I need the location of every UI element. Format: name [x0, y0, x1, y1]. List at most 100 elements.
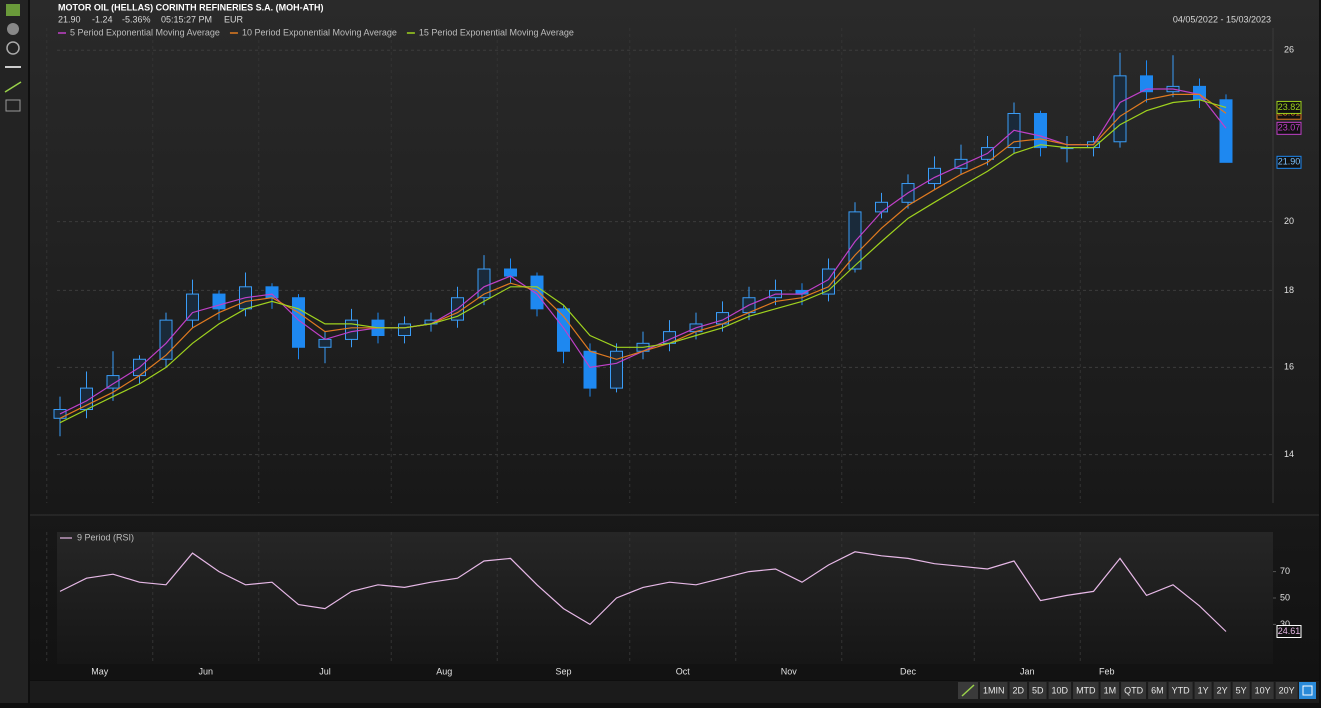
candle-body: [1219, 99, 1233, 163]
instrument-title: MOTOR OIL (HELLAS) CORINTH REFINERIES S.…: [58, 2, 324, 12]
last-value-box: [1276, 625, 1302, 639]
x-tick-label: Dec: [900, 666, 917, 676]
range-button-label[interactable]: 6M: [1151, 685, 1164, 695]
range-button[interactable]: [980, 682, 1008, 699]
candle-body: [583, 350, 597, 389]
last-value-box: [1276, 155, 1302, 169]
range-button-label[interactable]: 10Y: [1255, 685, 1271, 695]
range-button[interactable]: [1148, 682, 1167, 699]
x-tick-label: Nov: [781, 666, 798, 676]
range-button[interactable]: [1251, 682, 1274, 699]
candle-body: [53, 409, 67, 419]
range-button[interactable]: [1073, 682, 1099, 699]
left-toolbar: [0, 0, 28, 703]
line-series: [59, 551, 1227, 632]
range-button-label[interactable]: 2Y: [1217, 685, 1228, 695]
candle-body: [875, 201, 888, 213]
candle-body: [530, 275, 544, 310]
last-value-label: 23.82: [1278, 102, 1301, 112]
candle-body: [398, 323, 411, 336]
x-tick-label: Jun: [198, 666, 213, 676]
change: -1.24: [92, 14, 113, 24]
marks: [53, 52, 1233, 632]
y-tick-label: 30: [1280, 619, 1290, 629]
range-button[interactable]: [1168, 682, 1193, 699]
candle-body: [848, 211, 862, 270]
trend-tool-icon[interactable]: [4, 81, 22, 93]
candle-body: [318, 338, 332, 348]
y-tick-label: 20: [1284, 216, 1294, 226]
candle-body: [1113, 75, 1127, 143]
range-button-label[interactable]: 5D: [1032, 685, 1044, 695]
currency: EUR: [224, 14, 244, 24]
range-button[interactable]: [1029, 682, 1047, 699]
info-icon[interactable]: [7, 23, 19, 35]
last-value-box: [1276, 121, 1302, 135]
candle-body: [106, 375, 120, 389]
chart-type-icon[interactable]: [6, 4, 20, 16]
y-tick-label: 50: [1280, 592, 1290, 602]
x-tick-label: Sep: [555, 666, 571, 676]
calendar-icon: [1302, 685, 1313, 696]
tool-icons: [4, 4, 22, 112]
date-range: 04/05/2022 - 15/03/2023: [1173, 14, 1271, 24]
candle-body: [186, 293, 199, 321]
x-tick-label: Jan: [1020, 666, 1035, 676]
legend-label: 5 Period Exponential Moving Average: [70, 27, 220, 37]
candle-body: [477, 268, 491, 299]
last-value-box: [1276, 100, 1302, 114]
labels: 5 Period Exponential Moving Average 10 Pe…: [58, 27, 1302, 676]
range-button[interactable]: [1275, 682, 1298, 699]
crosshair-icon[interactable]: [6, 41, 20, 55]
candle-body: [1140, 75, 1153, 93]
rsi-panel: [57, 532, 1273, 664]
calendar-button[interactable]: [1299, 682, 1316, 699]
candle-body: [504, 268, 517, 277]
range-button[interactable]: [1048, 682, 1072, 699]
y-tick-label: 14: [1284, 449, 1294, 459]
last-value-label: 21.90: [1278, 157, 1301, 167]
range-button[interactable]: [1100, 682, 1120, 699]
last-value-label: 23.07: [1278, 123, 1301, 133]
y-tick-label: 70: [1280, 566, 1290, 576]
range-button-label[interactable]: 20Y: [1279, 685, 1295, 695]
range-button[interactable]: [1213, 682, 1231, 699]
line-series: [59, 93, 1227, 419]
candle-body: [212, 293, 226, 310]
x-tick-label: Feb: [1099, 666, 1115, 676]
range-button-label[interactable]: 5Y: [1236, 685, 1247, 695]
range-button-label[interactable]: YTD: [1172, 685, 1191, 695]
candle-body: [610, 350, 623, 389]
x-tick-label: Oct: [676, 666, 691, 676]
range-button[interactable]: [1009, 682, 1028, 699]
range-button-label[interactable]: 2D: [1013, 685, 1025, 695]
quote-time: 05:15:27 PM: [161, 14, 212, 24]
x-tick-label: Aug: [436, 666, 452, 676]
legend-label: 10 Period Exponential Moving Average: [242, 27, 397, 37]
candle-body: [159, 319, 173, 360]
range-button-label[interactable]: 10D: [1052, 685, 1069, 695]
range-button[interactable]: [1121, 682, 1147, 699]
line-series: [59, 99, 1227, 424]
range-button-label[interactable]: 1M: [1104, 685, 1117, 695]
change-percent: -5.36%: [122, 14, 151, 24]
candle-body: [265, 286, 279, 299]
range-button[interactable]: [1232, 682, 1250, 699]
x-tick-label: Jul: [319, 666, 331, 676]
last-value-label: 24.61: [1278, 626, 1301, 636]
candle-body: [345, 319, 358, 340]
legend-label: 9 Period (RSI): [77, 532, 134, 542]
range-button[interactable]: [1194, 682, 1212, 699]
range-button-label[interactable]: QTD: [1124, 685, 1143, 695]
range-button-label[interactable]: MTD: [1076, 685, 1096, 695]
grid: [46, 28, 1276, 664]
table-icon[interactable]: [5, 99, 21, 112]
y-tick-label: 26: [1284, 45, 1294, 55]
range-button-label[interactable]: 1MIN: [983, 685, 1005, 695]
candle-body: [954, 158, 968, 169]
y-tick-label: 16: [1284, 362, 1294, 372]
range-button-label[interactable]: 1Y: [1198, 685, 1209, 695]
draw-tool-icon: [961, 684, 975, 697]
